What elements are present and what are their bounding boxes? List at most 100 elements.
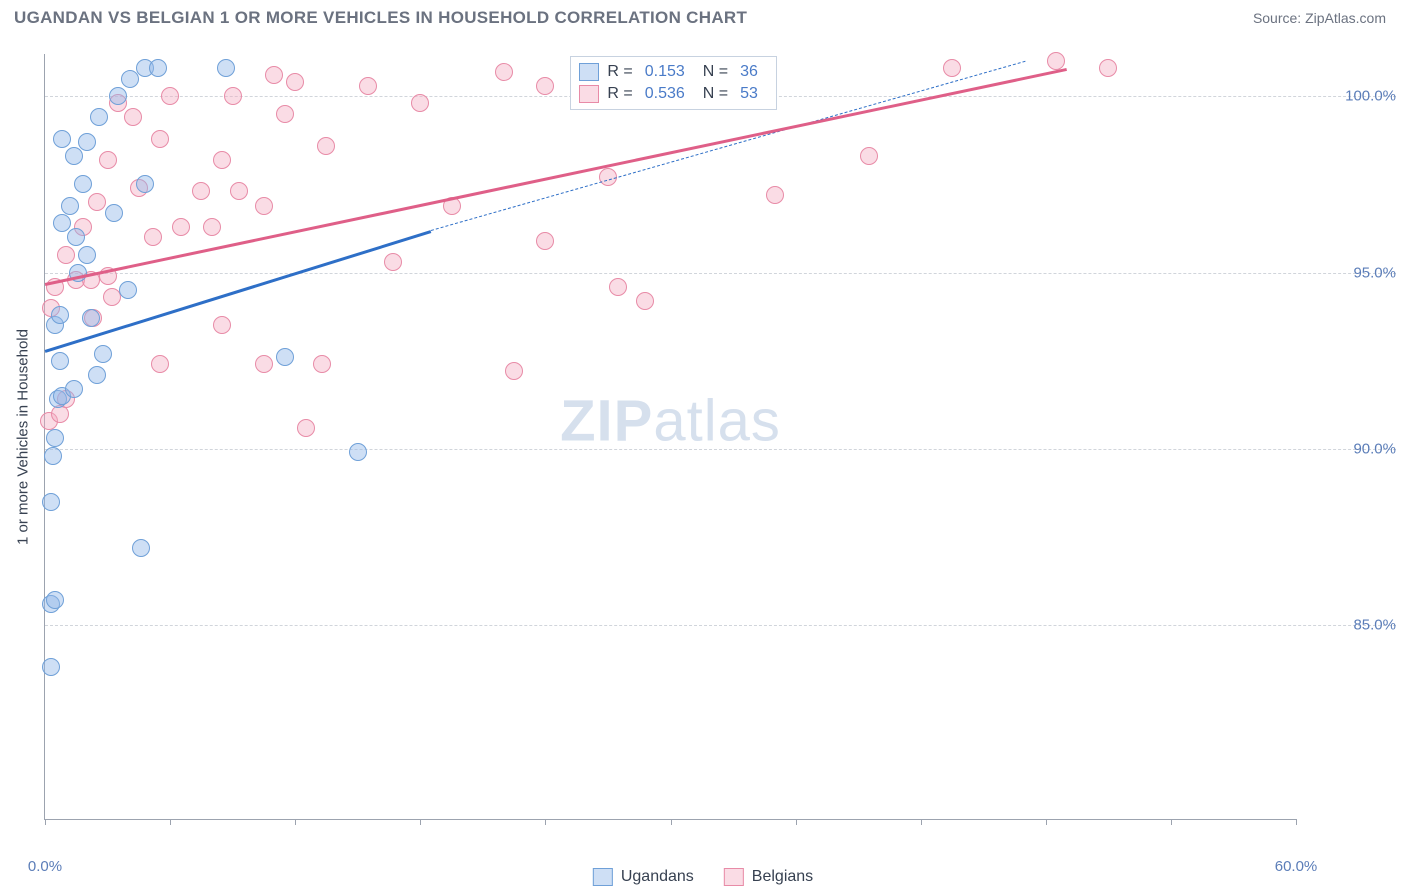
belgian-point <box>1099 59 1117 77</box>
belgian-point <box>276 105 294 123</box>
belgian-point <box>411 94 429 112</box>
ugandan-point <box>51 352 69 370</box>
belgian-point <box>151 130 169 148</box>
gridline <box>45 449 1396 450</box>
ugandan-point <box>74 175 92 193</box>
regression-line <box>45 230 431 352</box>
belgian-point <box>57 246 75 264</box>
x-tick <box>295 819 296 825</box>
swatch-ugandans <box>579 63 599 81</box>
belgian-point <box>88 193 106 211</box>
ugandan-point <box>90 108 108 126</box>
belgian-point <box>317 137 335 155</box>
ugandan-point <box>61 197 79 215</box>
belgian-point <box>1047 52 1065 70</box>
x-tick <box>1046 819 1047 825</box>
correlation-legend: R = 0.153 N = 36 R = 0.536 N = 53 <box>570 56 777 110</box>
belgian-point <box>286 73 304 91</box>
ugandan-point <box>78 133 96 151</box>
source-label: Source: ZipAtlas.com <box>1253 10 1386 26</box>
belgian-point <box>151 355 169 373</box>
x-tick <box>1171 819 1172 825</box>
legend-item-belgians: Belgians <box>724 868 813 886</box>
series-legend: Ugandans Belgians <box>593 868 813 886</box>
y-axis-label: 1 or more Vehicles in Household <box>15 329 32 545</box>
belgian-point <box>384 253 402 271</box>
belgian-point <box>103 288 121 306</box>
ugandan-point <box>349 443 367 461</box>
x-tick <box>545 819 546 825</box>
ugandan-point <box>105 204 123 222</box>
belgian-point <box>297 419 315 437</box>
ugandan-point <box>109 87 127 105</box>
ugandan-point <box>88 366 106 384</box>
belgian-point <box>495 63 513 81</box>
belgian-point <box>213 151 231 169</box>
scatter-chart: 1 or more Vehicles in Household ZIPatlas… <box>44 54 1296 820</box>
belgian-point <box>230 182 248 200</box>
belgian-point <box>536 77 554 95</box>
gridline <box>45 273 1396 274</box>
legend-row-belgians: R = 0.536 N = 53 <box>579 83 768 105</box>
x-tick <box>796 819 797 825</box>
ugandan-point <box>53 214 71 232</box>
belgian-point <box>860 147 878 165</box>
x-tick <box>170 819 171 825</box>
x-tick-label: 0.0% <box>28 858 62 875</box>
belgian-point <box>313 355 331 373</box>
ugandan-point <box>94 345 112 363</box>
y-tick-label: 85.0% <box>1306 617 1396 634</box>
x-tick <box>45 819 46 825</box>
belgian-point <box>265 66 283 84</box>
belgian-point <box>99 151 117 169</box>
ugandan-point <box>65 380 83 398</box>
y-tick-label: 95.0% <box>1306 264 1396 281</box>
belgian-point <box>255 355 273 373</box>
ugandan-point <box>149 59 167 77</box>
ugandan-point <box>136 175 154 193</box>
belgian-point <box>505 362 523 380</box>
ugandan-point <box>51 306 69 324</box>
x-tick <box>921 819 922 825</box>
legend-item-ugandans: Ugandans <box>593 868 694 886</box>
y-tick-label: 100.0% <box>1306 88 1396 105</box>
ugandan-point <box>78 246 96 264</box>
belgian-point <box>144 228 162 246</box>
belgian-point <box>766 186 784 204</box>
y-tick-label: 90.0% <box>1306 440 1396 457</box>
belgian-point <box>255 197 273 215</box>
belgian-point <box>124 108 142 126</box>
ugandan-point <box>82 309 100 327</box>
ugandan-point <box>53 130 71 148</box>
ugandan-point <box>42 493 60 511</box>
swatch-belgians <box>579 85 599 103</box>
ugandan-point <box>46 429 64 447</box>
ugandan-point <box>276 348 294 366</box>
x-tick <box>671 819 672 825</box>
legend-row-ugandans: R = 0.153 N = 36 <box>579 61 768 83</box>
belgian-point <box>943 59 961 77</box>
ugandan-point <box>46 591 64 609</box>
gridline <box>45 625 1396 626</box>
x-tick <box>420 819 421 825</box>
ugandan-point <box>44 447 62 465</box>
ugandan-point <box>65 147 83 165</box>
x-tick-label: 60.0% <box>1275 858 1318 875</box>
x-tick <box>1296 819 1297 825</box>
belgian-point <box>224 87 242 105</box>
belgian-point <box>213 316 231 334</box>
swatch-ugandans-icon <box>593 868 613 886</box>
ugandan-point <box>119 281 137 299</box>
regression-line <box>45 68 1067 285</box>
belgian-point <box>536 232 554 250</box>
belgian-point <box>172 218 190 236</box>
chart-title: UGANDAN VS BELGIAN 1 OR MORE VEHICLES IN… <box>14 8 747 28</box>
swatch-belgians-icon <box>724 868 744 886</box>
belgian-point <box>609 278 627 296</box>
ugandan-point <box>67 228 85 246</box>
ugandan-point <box>42 658 60 676</box>
belgian-point <box>192 182 210 200</box>
belgian-point <box>359 77 377 95</box>
belgian-point <box>636 292 654 310</box>
ugandan-point <box>132 539 150 557</box>
